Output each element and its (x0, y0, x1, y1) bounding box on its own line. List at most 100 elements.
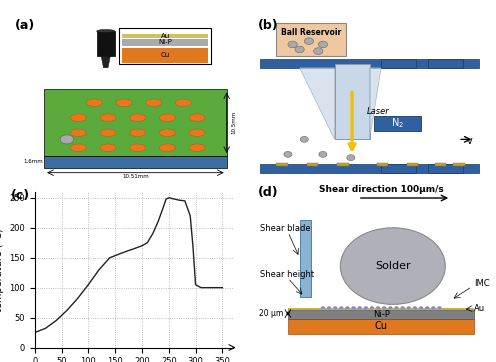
Bar (428, 59, 463, 68)
Ellipse shape (288, 41, 297, 48)
Text: $\mathrm{N_2}$: $\mathrm{N_2}$ (391, 117, 404, 130)
Bar (288, 308, 474, 310)
Ellipse shape (284, 151, 292, 157)
Ellipse shape (419, 306, 423, 309)
Ellipse shape (388, 306, 392, 309)
Ellipse shape (407, 306, 411, 309)
Text: (a): (a) (14, 20, 35, 33)
Ellipse shape (370, 306, 374, 309)
Text: (c): (c) (11, 189, 30, 202)
Bar (453, 163, 465, 166)
Ellipse shape (189, 129, 205, 136)
Ellipse shape (352, 306, 356, 309)
Text: Solder: Solder (375, 261, 411, 271)
Ellipse shape (304, 38, 313, 45)
Bar (260, 164, 479, 173)
Text: Ball Reservoir: Ball Reservoir (281, 28, 341, 37)
Ellipse shape (86, 99, 102, 106)
Ellipse shape (97, 29, 115, 33)
Text: Au: Au (160, 33, 170, 39)
Ellipse shape (116, 99, 132, 106)
Ellipse shape (159, 144, 176, 151)
Ellipse shape (321, 306, 325, 309)
Bar (307, 163, 318, 166)
Text: Shear blade: Shear blade (260, 224, 310, 233)
Text: 20 μm: 20 μm (259, 309, 283, 318)
Bar (260, 59, 479, 68)
Ellipse shape (189, 114, 205, 122)
Polygon shape (44, 156, 227, 168)
Bar (122, 39, 208, 46)
Ellipse shape (70, 144, 86, 151)
Y-axis label: temperature (°C): temperature (°C) (0, 228, 3, 312)
Ellipse shape (100, 114, 116, 122)
Text: Ni-P: Ni-P (372, 310, 390, 319)
Ellipse shape (130, 144, 146, 151)
Bar (381, 164, 416, 173)
Polygon shape (44, 89, 227, 156)
Ellipse shape (319, 151, 327, 157)
Bar (334, 64, 370, 139)
Ellipse shape (70, 129, 86, 136)
Bar (288, 319, 474, 334)
Bar (120, 28, 211, 64)
Bar (276, 23, 346, 56)
Text: Shear direction 100μm/s: Shear direction 100μm/s (319, 185, 443, 194)
Bar (288, 310, 474, 319)
Text: Cu: Cu (374, 321, 388, 332)
Bar (381, 59, 416, 68)
Ellipse shape (159, 114, 176, 122)
Ellipse shape (159, 129, 176, 136)
Ellipse shape (100, 129, 116, 136)
Text: Laser: Laser (367, 106, 390, 115)
Ellipse shape (347, 155, 355, 161)
Ellipse shape (333, 306, 337, 309)
Text: 1.6mm: 1.6mm (23, 159, 43, 164)
Ellipse shape (382, 306, 386, 309)
Ellipse shape (176, 99, 191, 106)
Ellipse shape (130, 129, 146, 136)
Polygon shape (300, 68, 334, 139)
Ellipse shape (300, 136, 309, 142)
Text: 10.51mm: 10.51mm (122, 174, 149, 179)
Bar (337, 163, 349, 166)
Ellipse shape (70, 114, 86, 122)
Text: IMC: IMC (474, 279, 490, 287)
Ellipse shape (345, 306, 350, 309)
Polygon shape (370, 68, 381, 139)
Ellipse shape (401, 306, 405, 309)
Ellipse shape (431, 306, 435, 309)
Text: Shear height: Shear height (260, 270, 314, 279)
Ellipse shape (339, 306, 343, 309)
Ellipse shape (60, 135, 74, 144)
Polygon shape (97, 31, 115, 56)
Text: v: v (467, 136, 473, 146)
Ellipse shape (376, 306, 380, 309)
Ellipse shape (358, 306, 362, 309)
Ellipse shape (130, 114, 146, 122)
Ellipse shape (318, 41, 327, 48)
Ellipse shape (295, 46, 304, 53)
Bar (435, 163, 446, 166)
Ellipse shape (146, 99, 162, 106)
Ellipse shape (364, 306, 368, 309)
Ellipse shape (327, 306, 331, 309)
Ellipse shape (425, 306, 429, 309)
Ellipse shape (394, 306, 399, 309)
Text: (d): (d) (257, 186, 278, 199)
Ellipse shape (413, 306, 417, 309)
Ellipse shape (340, 228, 445, 304)
Ellipse shape (313, 48, 323, 54)
Text: 10.5mm: 10.5mm (231, 111, 236, 134)
Bar (276, 163, 288, 166)
Ellipse shape (189, 144, 205, 151)
Bar (376, 163, 388, 166)
Polygon shape (101, 56, 110, 68)
Bar (122, 34, 208, 38)
Bar (300, 220, 311, 297)
Text: Ni-P: Ni-P (158, 39, 172, 45)
Text: Au: Au (474, 304, 486, 313)
Bar (374, 116, 421, 131)
Bar (407, 163, 419, 166)
Ellipse shape (100, 144, 116, 151)
